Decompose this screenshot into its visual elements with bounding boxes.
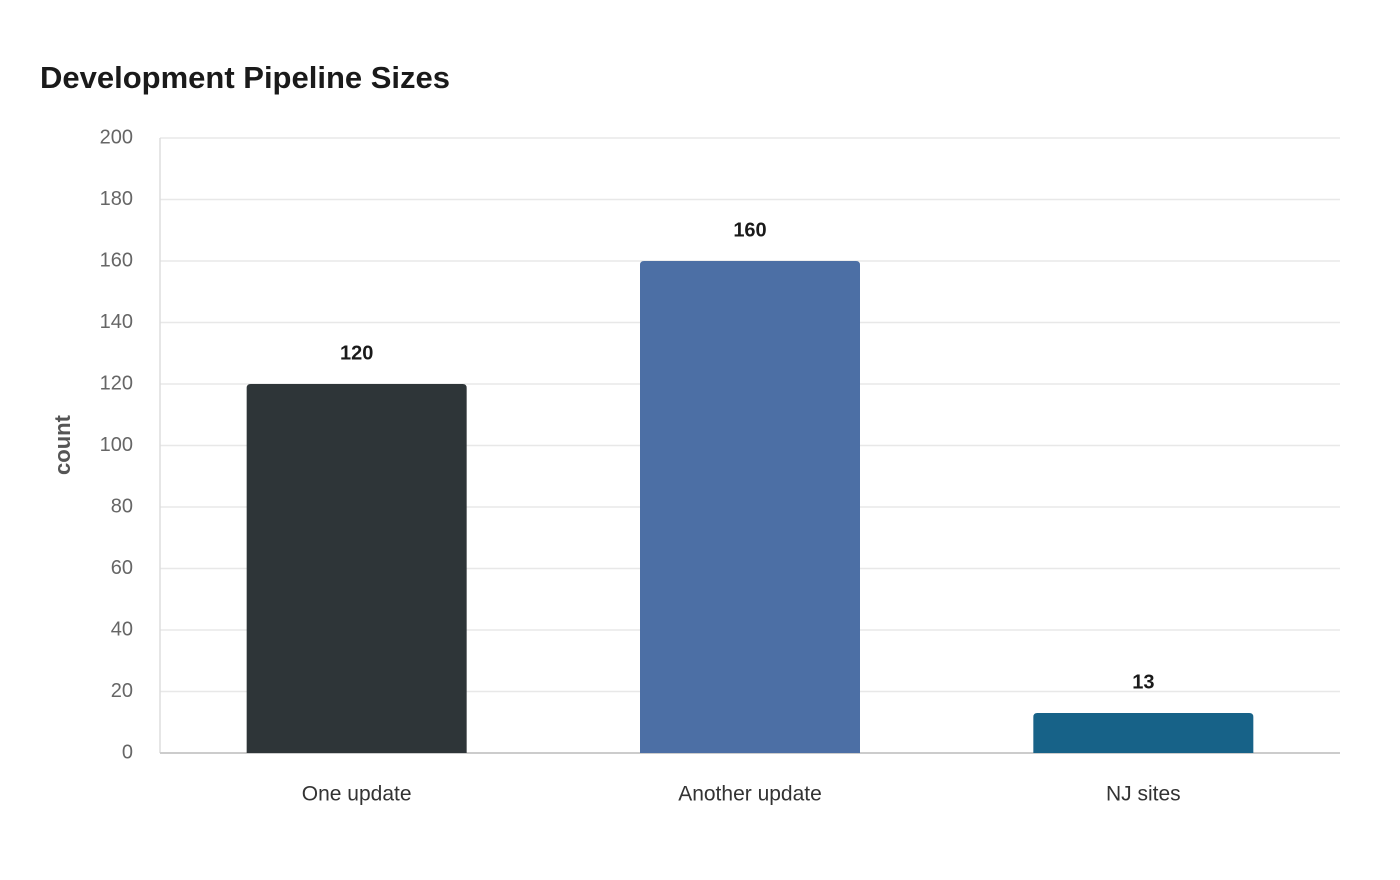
y-tick-label: 0 — [122, 741, 133, 763]
y-tick-label: 100 — [100, 434, 133, 456]
y-tick-label: 140 — [100, 311, 133, 333]
chart-title: Development Pipeline Sizes — [40, 60, 450, 95]
y-axis-label: count — [50, 414, 75, 475]
x-tick-label: NJ sites — [1106, 783, 1181, 806]
y-tick-label: 20 — [111, 680, 133, 702]
y-tick-label: 60 — [111, 557, 133, 579]
y-tick-label: 180 — [100, 188, 133, 210]
bar — [1033, 713, 1254, 753]
value-label: 13 — [1132, 671, 1154, 693]
bar — [640, 261, 860, 753]
x-tick-label: Another update — [678, 783, 822, 806]
y-tick-label: 200 — [100, 126, 133, 148]
bar — [246, 384, 467, 753]
y-tick-label: 40 — [111, 618, 133, 640]
y-tick-label: 160 — [100, 249, 133, 271]
y-tick-label: 80 — [111, 495, 133, 517]
value-label: 120 — [340, 342, 373, 364]
value-label: 160 — [733, 219, 766, 241]
y-tick-label: 120 — [100, 372, 133, 394]
x-tick-label: One update — [302, 783, 412, 806]
